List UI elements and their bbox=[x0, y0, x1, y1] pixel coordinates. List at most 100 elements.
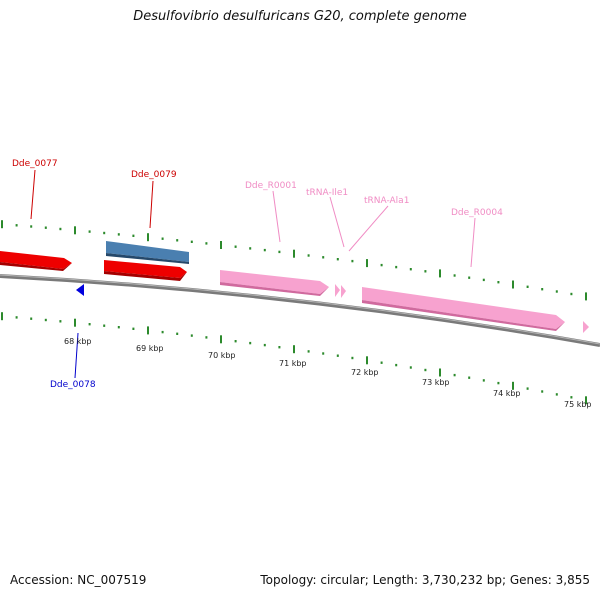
upper-major-tick bbox=[366, 259, 368, 268]
upper-minor-tick bbox=[555, 290, 558, 293]
lower-minor-tick bbox=[15, 316, 18, 319]
upper-minor-tick bbox=[263, 248, 266, 252]
label-dde-r0001[interactable]: Dde_R0001 bbox=[245, 181, 297, 191]
upper-minor-tick bbox=[234, 245, 237, 248]
lower-minor-tick bbox=[395, 363, 398, 367]
lower-major-tick bbox=[1, 312, 3, 321]
lower-minor-tick bbox=[103, 324, 106, 327]
upper-minor-tick bbox=[468, 276, 471, 279]
lower-minor-tick bbox=[482, 379, 485, 382]
upper-minor-tick bbox=[541, 288, 544, 291]
lower-major-tick bbox=[220, 335, 222, 344]
upper-major-tick bbox=[1, 220, 3, 229]
upper-minor-tick bbox=[30, 225, 33, 228]
lower-minor-tick bbox=[249, 341, 252, 345]
lower-minor-tick bbox=[176, 332, 179, 335]
lower-major-tick bbox=[512, 381, 514, 390]
lower-minor-tick bbox=[117, 326, 120, 329]
lower-minor-tick bbox=[30, 317, 33, 320]
scale-label-71: 71 kbp bbox=[279, 359, 307, 368]
scale-label-69: 69 kbp bbox=[136, 344, 164, 353]
upper-minor-tick bbox=[278, 250, 281, 254]
lower-minor-tick bbox=[59, 320, 62, 323]
lower-minor-tick bbox=[234, 340, 237, 343]
lower-minor-tick bbox=[205, 336, 208, 339]
gene-partial-arrow[interactable] bbox=[583, 321, 589, 333]
upper-minor-tick bbox=[132, 234, 135, 237]
lower-minor-tick bbox=[541, 390, 544, 393]
upper-minor-tick bbox=[44, 226, 47, 229]
upper-major-tick bbox=[74, 226, 76, 235]
lower-minor-tick bbox=[380, 361, 383, 364]
gene-dde-0079-arrow[interactable] bbox=[104, 260, 187, 278]
lower-minor-tick bbox=[453, 373, 456, 377]
upper-minor-tick bbox=[395, 265, 398, 269]
label-dde-0077[interactable]: Dde_0077 bbox=[12, 159, 58, 169]
gene-dde-0077-arrow[interactable] bbox=[0, 251, 72, 269]
upper-major-tick bbox=[585, 292, 587, 301]
gene-dde-r0004-arrow[interactable] bbox=[362, 287, 565, 329]
accession-text: Accession: NC_007519 bbox=[10, 573, 147, 587]
label-trna-ile1[interactable]: tRNA-Ile1 bbox=[306, 188, 348, 198]
upper-minor-tick bbox=[482, 278, 485, 282]
upper-minor-tick bbox=[351, 259, 354, 263]
lower-minor-tick bbox=[322, 352, 325, 355]
label-trna-ala1[interactable]: tRNA-Ala1 bbox=[364, 196, 409, 206]
gene-trna-ile1-arrow[interactable] bbox=[335, 284, 340, 297]
lower-minor-tick bbox=[161, 330, 164, 334]
lower-minor-tick bbox=[278, 346, 281, 349]
upper-minor-tick bbox=[161, 237, 164, 240]
upper-minor-tick bbox=[117, 233, 120, 236]
scale-label-72: 72 kbp bbox=[351, 368, 379, 377]
scale-label-75: 75 kbp bbox=[564, 400, 592, 409]
upper-major-tick bbox=[512, 280, 514, 289]
lower-minor-tick bbox=[497, 381, 500, 385]
label-dde-r0004[interactable]: Dde_R0004 bbox=[451, 208, 503, 218]
scale-label-74: 74 kbp bbox=[493, 389, 521, 398]
upper-major-tick bbox=[220, 241, 222, 249]
lower-tick-track bbox=[1, 312, 587, 405]
upper-major-tick bbox=[147, 233, 149, 242]
upper-minor-tick bbox=[497, 281, 500, 284]
upper-minor-tick bbox=[249, 247, 252, 250]
gene-dde-r0001-arrow[interactable] bbox=[220, 270, 329, 294]
upper-minor-tick bbox=[570, 292, 573, 296]
genome-summary: Topology: circular; Length: 3,730,232 bp… bbox=[260, 573, 590, 587]
upper-minor-tick bbox=[15, 224, 18, 227]
upper-minor-tick bbox=[190, 240, 193, 243]
upper-minor-tick bbox=[322, 256, 325, 259]
lower-minor-tick bbox=[88, 323, 91, 326]
upper-minor-tick bbox=[336, 258, 339, 261]
upper-minor-tick bbox=[103, 231, 106, 235]
lower-minor-tick bbox=[468, 376, 471, 379]
upper-minor-tick bbox=[176, 239, 179, 242]
lower-major-tick bbox=[147, 326, 149, 335]
upper-minor-tick bbox=[453, 274, 456, 277]
lower-minor-tick bbox=[307, 350, 310, 353]
scale-label-68: 68 kbp bbox=[64, 337, 92, 346]
label-dde-0078[interactable]: Dde_0078 bbox=[50, 380, 96, 390]
upper-tick-track bbox=[1, 220, 587, 301]
lower-major-tick bbox=[74, 318, 76, 327]
lower-major-tick bbox=[585, 396, 587, 405]
label-dde-0079[interactable]: Dde_0079 bbox=[131, 170, 177, 180]
gene-dde-0079-bar[interactable] bbox=[106, 241, 189, 262]
upper-minor-tick bbox=[380, 263, 383, 267]
lower-minor-tick bbox=[570, 396, 573, 399]
lower-major-tick bbox=[366, 356, 368, 365]
gene-dde-0078-arrow[interactable] bbox=[76, 284, 84, 296]
lower-minor-tick bbox=[526, 387, 529, 390]
upper-major-tick bbox=[293, 249, 295, 258]
upper-minor-tick bbox=[205, 242, 208, 245]
lower-minor-tick bbox=[132, 327, 135, 330]
lower-minor-tick bbox=[44, 318, 47, 322]
lower-major-tick bbox=[439, 368, 441, 377]
lower-minor-tick bbox=[409, 366, 412, 369]
upper-major-tick bbox=[439, 269, 441, 278]
lower-minor-tick bbox=[555, 393, 558, 396]
upper-minor-tick bbox=[409, 268, 412, 271]
genome-backbone bbox=[0, 274, 600, 347]
lower-minor-tick bbox=[424, 368, 427, 372]
gene-trna-ala1-arrow[interactable] bbox=[341, 285, 346, 298]
